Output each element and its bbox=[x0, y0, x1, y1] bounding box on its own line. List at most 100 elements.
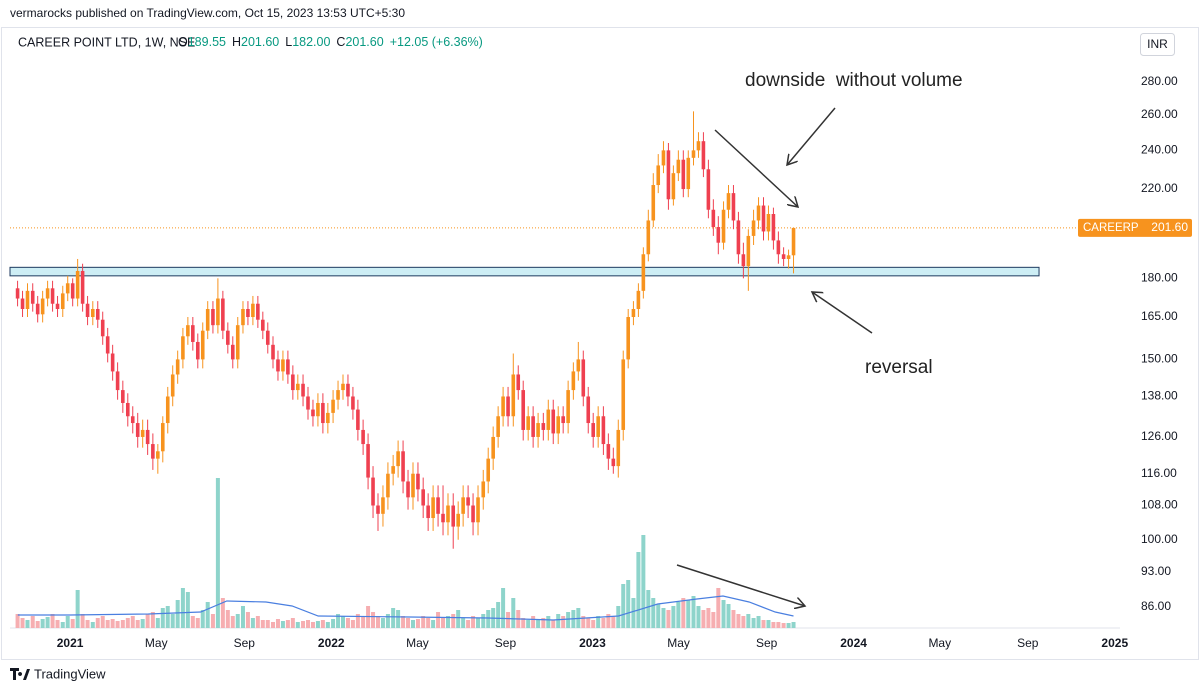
volume-bar bbox=[95, 618, 100, 628]
volume-bar bbox=[170, 614, 175, 628]
volume-bar bbox=[686, 600, 691, 628]
volume-bar bbox=[275, 619, 280, 628]
volume-bar bbox=[385, 614, 390, 628]
candle-body bbox=[316, 402, 320, 417]
volume-bar bbox=[541, 618, 546, 628]
x-tick-label: May bbox=[928, 636, 951, 650]
candle-body bbox=[481, 481, 486, 498]
volume-bar bbox=[771, 622, 776, 628]
volume-bar bbox=[215, 478, 220, 628]
volume-bar bbox=[511, 598, 516, 628]
candle-body bbox=[50, 288, 55, 304]
x-tick-label: Sep bbox=[234, 636, 256, 650]
annotation-arrow bbox=[812, 292, 873, 334]
volume-bar bbox=[155, 618, 160, 628]
candle-body bbox=[115, 371, 120, 391]
volume-bar bbox=[345, 618, 350, 628]
candle-body bbox=[546, 409, 551, 430]
candle-body bbox=[336, 390, 340, 400]
volume-bar bbox=[646, 590, 651, 628]
volume-bar bbox=[661, 608, 666, 628]
volume-bar bbox=[40, 619, 45, 628]
y-tick-label: 150.00 bbox=[1141, 352, 1178, 366]
candle-body bbox=[506, 396, 510, 417]
volume-bar bbox=[636, 552, 641, 628]
candle-body bbox=[251, 303, 255, 318]
logo-icon bbox=[10, 668, 30, 680]
volume-bar bbox=[230, 616, 235, 628]
annotation-arrow bbox=[676, 564, 805, 606]
x-tick-label: Sep bbox=[1017, 636, 1039, 650]
volume-bar bbox=[711, 612, 716, 628]
candle-body bbox=[386, 473, 390, 498]
currency-button[interactable] bbox=[1140, 33, 1175, 56]
candle-body bbox=[681, 159, 686, 190]
candle-body bbox=[105, 336, 110, 354]
candle-body bbox=[60, 293, 65, 309]
volume-bar bbox=[591, 620, 596, 628]
volume-bar bbox=[361, 616, 366, 628]
candle-body bbox=[341, 383, 345, 391]
candle-body bbox=[70, 283, 75, 299]
volume-bar bbox=[401, 616, 406, 628]
legend-values: O189.55 H201.60 L182.00 C201.60 +12.05 (+6.3… bbox=[178, 35, 483, 49]
volume-bar bbox=[656, 604, 661, 628]
volume-bar bbox=[295, 622, 300, 628]
candle-body bbox=[326, 412, 330, 424]
candle-body bbox=[391, 466, 395, 474]
volume-bar bbox=[160, 608, 165, 628]
volume-bar bbox=[410, 620, 415, 628]
y-tick-label: 260.00 bbox=[1141, 107, 1178, 121]
candle-body bbox=[641, 254, 646, 291]
volume-bar bbox=[320, 620, 325, 628]
candle-body bbox=[526, 416, 530, 430]
x-tick-label: May bbox=[145, 636, 168, 650]
volume-bar bbox=[641, 535, 646, 628]
volume-bar bbox=[350, 620, 355, 628]
volume-bar bbox=[306, 620, 311, 628]
volume-bar bbox=[100, 616, 105, 628]
candle-body bbox=[15, 288, 20, 299]
volume-bar bbox=[791, 622, 796, 628]
x-tick-label: 2023 bbox=[579, 636, 606, 650]
candle-body bbox=[156, 451, 160, 459]
volume-bar bbox=[766, 620, 771, 628]
candle-body bbox=[556, 416, 561, 434]
volume-bar bbox=[210, 614, 215, 628]
y-tick-label: 138.00 bbox=[1141, 389, 1178, 403]
candle-body bbox=[736, 220, 741, 255]
volume-bar bbox=[536, 620, 541, 628]
candle-body bbox=[746, 235, 751, 267]
volume-bar bbox=[355, 614, 360, 628]
volume-bar bbox=[285, 620, 290, 628]
candle-body bbox=[656, 165, 661, 186]
candle-body bbox=[611, 458, 616, 467]
candle-body bbox=[456, 513, 460, 527]
legend-ohlc: O189.55 H201.60 L182.00 C201.60 +12.05 (+6.3… bbox=[178, 35, 483, 49]
candle-body bbox=[676, 159, 681, 174]
volume-bar bbox=[380, 618, 385, 628]
volume-bar bbox=[451, 614, 456, 628]
candle-body bbox=[265, 330, 270, 345]
volume-bar bbox=[165, 606, 170, 628]
legend-key: H bbox=[232, 35, 241, 49]
candle-body bbox=[636, 290, 641, 309]
candle-body bbox=[461, 497, 465, 514]
candle-body bbox=[235, 325, 240, 360]
volume-bar bbox=[721, 600, 726, 628]
candle-body bbox=[20, 298, 25, 309]
candle-body bbox=[551, 409, 556, 434]
candle-body bbox=[521, 390, 526, 430]
candle-body bbox=[186, 325, 190, 337]
candle-body bbox=[781, 254, 786, 259]
volume-bar bbox=[35, 621, 40, 628]
volume-bar bbox=[375, 616, 380, 628]
candle-body bbox=[741, 254, 746, 267]
candle-body bbox=[606, 444, 611, 459]
volume-bar bbox=[776, 622, 781, 628]
candle-body bbox=[65, 283, 70, 294]
candle-body bbox=[160, 423, 165, 452]
candle-body bbox=[376, 505, 380, 514]
candle-body bbox=[666, 150, 671, 200]
